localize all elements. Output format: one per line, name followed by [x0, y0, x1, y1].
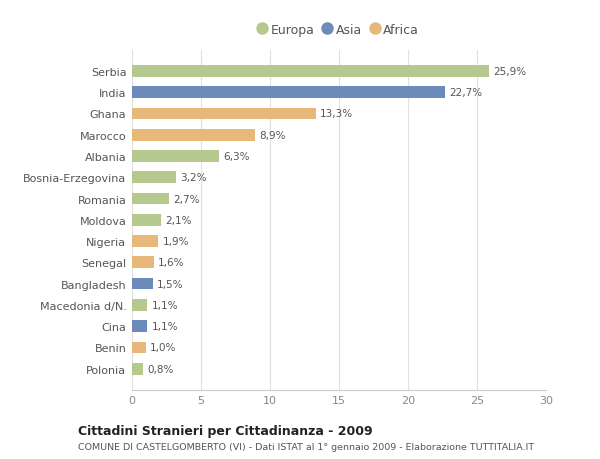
Text: 2,7%: 2,7%	[173, 194, 200, 204]
Bar	[132, 87, 445, 99]
Text: 22,7%: 22,7%	[449, 88, 482, 98]
Text: 3,2%: 3,2%	[181, 173, 207, 183]
Bar	[132, 299, 147, 311]
Bar	[132, 66, 490, 78]
Bar	[132, 193, 169, 205]
Bar	[132, 214, 161, 226]
Bar	[132, 236, 158, 247]
Bar	[132, 151, 219, 162]
Text: 1,1%: 1,1%	[151, 300, 178, 310]
Bar	[132, 363, 143, 375]
Text: 13,3%: 13,3%	[320, 109, 353, 119]
Bar	[132, 129, 255, 141]
Bar	[132, 342, 146, 353]
Text: 25,9%: 25,9%	[494, 67, 527, 77]
Text: COMUNE DI CASTELGOMBERTO (VI) - Dati ISTAT al 1° gennaio 2009 - Elaborazione TUT: COMUNE DI CASTELGOMBERTO (VI) - Dati IST…	[78, 442, 534, 451]
Text: 1,5%: 1,5%	[157, 279, 184, 289]
Bar	[132, 257, 154, 269]
Text: 8,9%: 8,9%	[259, 130, 286, 140]
Text: Cittadini Stranieri per Cittadinanza - 2009: Cittadini Stranieri per Cittadinanza - 2…	[78, 424, 373, 437]
Text: 6,3%: 6,3%	[223, 151, 250, 162]
Text: 1,6%: 1,6%	[158, 258, 185, 268]
Bar	[132, 108, 316, 120]
Bar	[132, 172, 176, 184]
Legend: Europa, Asia, Africa: Europa, Asia, Africa	[254, 19, 424, 42]
Text: 1,9%: 1,9%	[163, 236, 189, 246]
Bar	[132, 320, 147, 332]
Text: 1,0%: 1,0%	[150, 343, 176, 353]
Bar	[132, 278, 152, 290]
Text: 2,1%: 2,1%	[165, 215, 191, 225]
Text: 0,8%: 0,8%	[147, 364, 173, 374]
Text: 1,1%: 1,1%	[151, 321, 178, 331]
